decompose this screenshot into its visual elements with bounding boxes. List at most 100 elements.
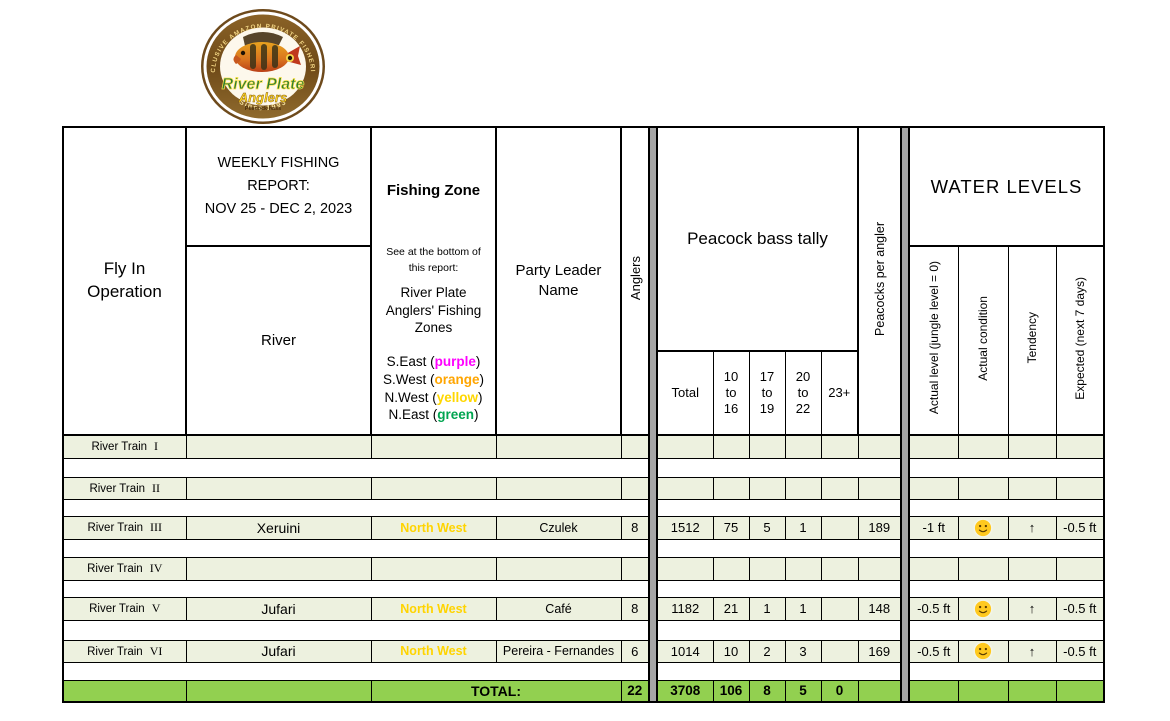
cell-actual-level: -1 ft — [908, 515, 959, 540]
train-numeral: V — [151, 601, 161, 615]
cell-river: Jufari — [185, 596, 372, 621]
cell-10-16 — [712, 476, 750, 500]
table-row-river-train-1: River Train I — [62, 434, 1105, 459]
header-peacocks-per-angler: Peacocks per angler — [857, 126, 902, 436]
expected-label: Expected (next 7 days) — [1072, 276, 1087, 400]
cell-anglers — [620, 476, 650, 500]
tally-17-19-label: 17 to 19 — [759, 368, 775, 417]
zone-color-word: green — [437, 407, 475, 423]
header-tally-23plus: 23+ — [820, 350, 859, 436]
cell-actual-level — [908, 434, 959, 459]
train-numeral: IV — [149, 561, 163, 575]
cell-23plus — [820, 639, 859, 663]
cell-actual-level — [908, 556, 959, 581]
cell-total: 1182 — [656, 596, 714, 621]
header-tendency: Tendency — [1007, 245, 1057, 436]
cell-river — [185, 476, 372, 500]
cell-train-name: River Train III — [62, 515, 187, 540]
table-row-river-train-4: River Train IV — [62, 556, 1105, 581]
tally-20-22-label: 20 to 22 — [795, 368, 811, 417]
total-empty-river — [185, 679, 372, 703]
header-tally-17-19: 17 to 19 — [748, 350, 786, 436]
cell-tendency: ↑ — [1007, 639, 1057, 663]
river-plate-anglers-logo: EXCLUSIVE AMAZON PRIVATE FISHERIES Since… — [195, 2, 328, 126]
cell-20-22: 3 — [784, 639, 822, 663]
cell-expected — [1055, 556, 1105, 581]
tendency-label: Tendency — [1025, 312, 1039, 364]
header-fly-in-operation: Fly In Operation — [62, 126, 187, 436]
cell-23plus — [820, 596, 859, 621]
total-20-22: 5 — [784, 679, 822, 703]
weekly-fishing-report-table: Fly In Operation WEEKLY FISHING REPORT: … — [62, 126, 1105, 703]
zone-color-word: orange — [434, 371, 480, 387]
cell-10-16 — [712, 556, 750, 581]
zone-legend-item: S.West (orange) — [382, 371, 485, 387]
cell-tendency — [1007, 556, 1057, 581]
weekly-report-title: WEEKLY FISHING REPORT: NOV 25 - DEC 2, 2… — [204, 154, 353, 218]
cell-expected: -0.5 ft — [1055, 515, 1105, 540]
spacer-row — [63, 662, 1104, 680]
actual-condition-label: Actual condition — [976, 295, 990, 381]
train-label: River Train — [87, 522, 144, 534]
cell-tendency: ↑ — [1007, 596, 1057, 621]
header-weekly-report: WEEKLY FISHING REPORT: NOV 25 - DEC 2, 2… — [185, 126, 372, 247]
cell-20-22 — [784, 434, 822, 459]
total-empty-fly-in — [62, 679, 187, 703]
cell-10-16: 75 — [712, 515, 750, 540]
cell-20-22 — [784, 476, 822, 500]
cell-10-16: 10 — [712, 639, 750, 663]
header-fishing-zone: Fishing Zone See at the bottom of this r… — [370, 126, 497, 436]
cell-17-19 — [748, 434, 786, 459]
section-divider-right — [900, 127, 910, 702]
spacer-row — [63, 580, 1104, 597]
spacer-row — [63, 539, 1104, 557]
cell-23plus — [820, 434, 859, 459]
total-10-16: 106 — [712, 679, 750, 703]
cell-17-19 — [748, 476, 786, 500]
anglers-label: Anglers — [627, 256, 643, 301]
spacer-row — [63, 458, 1104, 477]
peacock-bass-tally-title: Peacock bass tally — [687, 229, 828, 248]
river-label: River — [260, 332, 296, 349]
cell-river — [185, 556, 372, 581]
total-label: TOTAL: — [370, 679, 622, 703]
header-party-leader: Party Leader Name — [495, 126, 622, 436]
cell-20-22: 1 — [784, 596, 822, 621]
cell-party-leader: Café — [495, 596, 622, 621]
cell-anglers: 8 — [620, 515, 650, 540]
table-row-river-train-6: River Train VI Jufari North West Pereira … — [62, 639, 1105, 663]
train-label: River Train — [91, 441, 148, 454]
table-row-river-train-5: River Train V Jufari North West Café 8 11… — [62, 596, 1105, 621]
fishing-zone-reference: River Plate Anglers' Fishing Zones — [385, 285, 482, 336]
cell-peacocks-per-angler — [857, 434, 902, 459]
zone-name: N.West — [384, 389, 429, 405]
cell-17-19: 5 — [748, 515, 786, 540]
zone-legend-item: N.East (green) — [388, 407, 479, 423]
smiley-face-icon — [974, 642, 992, 660]
peacock-bass-illustration — [233, 32, 301, 72]
cell-tendency — [1007, 434, 1057, 459]
cell-zone — [370, 556, 497, 581]
zone-name: S.East — [386, 353, 427, 369]
train-numeral: I — [154, 439, 159, 454]
cell-peacocks-per-angler: 148 — [857, 596, 902, 621]
cell-10-16 — [712, 434, 750, 459]
table-row-river-train-2: River Train II — [62, 476, 1105, 500]
cell-zone: North West — [370, 515, 497, 540]
cell-expected — [1055, 434, 1105, 459]
header-river: River — [185, 245, 372, 436]
cell-total — [656, 476, 714, 500]
fly-in-label: Fly In Operation — [87, 259, 162, 301]
header-anglers: Anglers — [620, 126, 650, 436]
train-numeral: II — [152, 480, 161, 495]
cell-10-16: 21 — [712, 596, 750, 621]
total-empty-tendency — [1007, 679, 1057, 703]
train-numeral: III — [150, 520, 163, 534]
header-actual-condition: Actual condition — [957, 245, 1009, 436]
cell-anglers — [620, 556, 650, 581]
tally-23plus-label: 23+ — [828, 384, 851, 400]
fishing-zone-legend: S.East (purple) S.West (orange) N.West (… — [373, 353, 494, 424]
cell-total — [656, 434, 714, 459]
cell-river: Jufari — [185, 639, 372, 663]
